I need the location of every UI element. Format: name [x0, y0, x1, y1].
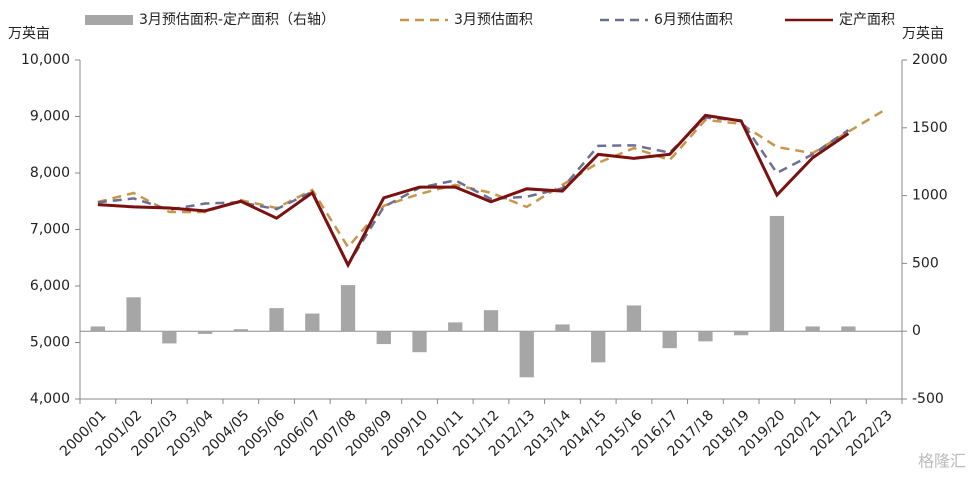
watermark: 格隆汇	[918, 452, 966, 471]
bar	[805, 326, 820, 332]
y2-tick-label: 1500	[912, 120, 948, 136]
y-axis-label: 万英亩	[8, 25, 50, 42]
y-tick-label: 4,000	[30, 391, 70, 407]
line-series	[97, 109, 885, 250]
legend-label: 3月预估面积	[454, 12, 533, 28]
bar	[126, 297, 141, 332]
bar	[662, 331, 677, 349]
legend-label: 定产面积	[839, 12, 895, 28]
bar	[340, 285, 356, 332]
y-tick-label: 7,000	[30, 222, 70, 238]
y-tick-label: 8,000	[30, 165, 70, 181]
bar	[90, 326, 106, 332]
legend-label: 3月预估面积-定产面积（右轴）	[139, 12, 335, 28]
y-tick-label: 5,000	[30, 335, 70, 351]
bar	[269, 308, 284, 332]
legend-label: 6月预估面积	[654, 12, 733, 28]
legend-swatch	[85, 15, 133, 25]
y2-tick-label: 0	[912, 323, 921, 339]
line-series	[97, 116, 850, 268]
y-tick-label: 10,000	[21, 52, 70, 68]
bar	[841, 326, 856, 332]
bar	[519, 331, 534, 378]
bar	[376, 331, 391, 345]
bar	[233, 329, 248, 332]
y2-axis-label: 万英亩	[902, 25, 944, 42]
bar	[162, 331, 177, 344]
y-tick-label: 9,000	[30, 109, 70, 125]
y-tick-label: 6,000	[30, 278, 70, 294]
y2-tick-label: 2000	[912, 52, 948, 68]
y2-tick-label: 1000	[912, 188, 948, 204]
bar	[769, 215, 785, 332]
bar	[483, 310, 499, 332]
bar	[734, 331, 749, 336]
bar	[698, 331, 713, 342]
bar	[448, 322, 463, 332]
y2-tick-label: 500	[912, 255, 939, 271]
y2-tick-label: -500	[912, 391, 944, 407]
bar	[412, 331, 427, 353]
bar	[197, 331, 213, 334]
bar	[626, 305, 642, 332]
bar	[305, 313, 320, 332]
bar	[555, 324, 570, 332]
bar	[591, 331, 606, 363]
line-series	[97, 113, 850, 269]
